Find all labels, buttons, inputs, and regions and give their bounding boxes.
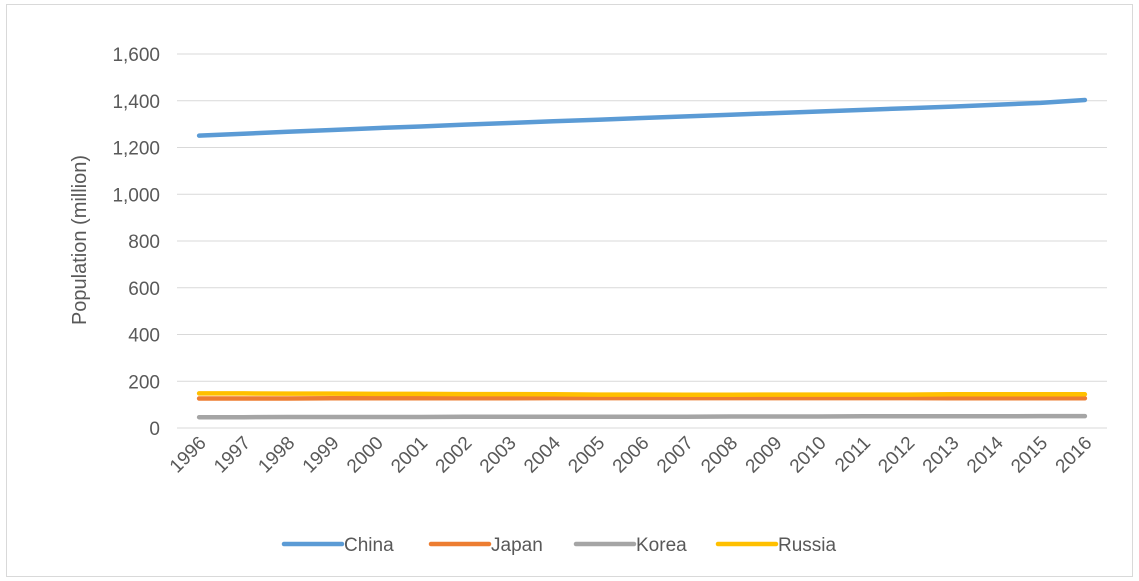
x-tick-label: 2003 xyxy=(476,433,521,478)
series-line-russia xyxy=(196,391,1088,398)
y-axis-ticks: 0 200 400 600 800 1,000 1,200 1,400 1,600 xyxy=(112,45,160,440)
x-tick-label: 2008 xyxy=(697,433,742,478)
y-tick-label: 0 xyxy=(149,419,160,440)
x-tick-label: 2013 xyxy=(919,433,964,478)
x-tick-label: 2002 xyxy=(432,433,477,478)
x-tick-label: 2014 xyxy=(963,432,1008,477)
x-tick-label: 1996 xyxy=(166,433,211,478)
legend-label-korea: Korea xyxy=(636,535,687,556)
x-tick-label: 1998 xyxy=(255,433,300,478)
x-tick-label: 1999 xyxy=(299,433,344,478)
legend-label-russia: Russia xyxy=(778,535,837,556)
x-tick-label: 2001 xyxy=(387,433,432,478)
x-tick-label: 2015 xyxy=(1007,433,1052,478)
y-tick-label: 1,000 xyxy=(112,185,160,206)
series-lines xyxy=(196,97,1088,420)
x-tick-label: 2006 xyxy=(609,433,654,478)
x-tick-label: 2012 xyxy=(875,433,920,478)
y-tick-label: 1,400 xyxy=(112,92,160,113)
legend-label-japan: Japan xyxy=(491,535,543,556)
x-tick-label: 1997 xyxy=(210,433,255,478)
chart-frame xyxy=(6,4,1133,577)
x-tick-label: 2005 xyxy=(565,433,610,478)
series-line-korea xyxy=(196,413,1088,420)
y-tick-label: 1,600 xyxy=(112,45,160,66)
series-line-china xyxy=(196,97,1088,138)
y-tick-label: 800 xyxy=(128,232,160,253)
legend: China Japan Korea Russia xyxy=(281,535,837,556)
x-axis-ticks: 1996 1997 1998 1999 2000 2001 2002 2003 2004 2005… xyxy=(166,432,1096,477)
y-axis-title: Population (million) xyxy=(69,155,91,325)
x-tick-label: 2016 xyxy=(1052,433,1097,478)
x-tick-label: 2007 xyxy=(653,433,698,478)
x-tick-label: 2009 xyxy=(742,433,787,478)
y-tick-label: 600 xyxy=(128,279,160,300)
x-tick-label: 2000 xyxy=(343,433,388,478)
y-tick-label: 1,200 xyxy=(112,139,160,160)
legend-label-china: China xyxy=(344,535,394,556)
y-tick-label: 200 xyxy=(128,372,160,393)
x-tick-label: 2011 xyxy=(831,433,875,477)
y-tick-label: 400 xyxy=(128,326,160,347)
gridlines xyxy=(177,53,1107,429)
x-tick-label: 2004 xyxy=(520,432,565,477)
x-tick-label: 2010 xyxy=(786,433,831,478)
